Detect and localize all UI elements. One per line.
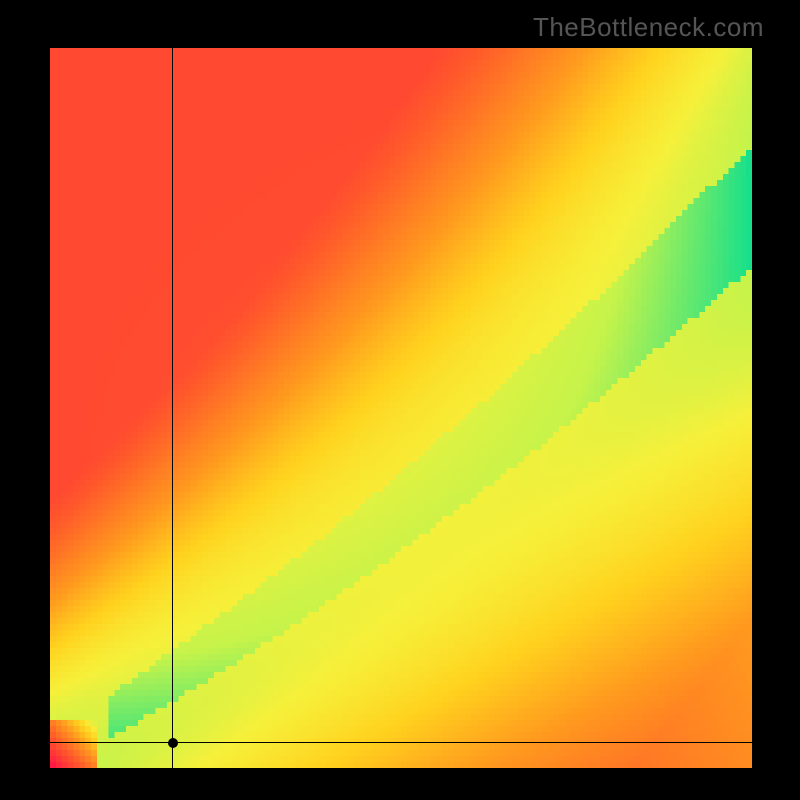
- watermark-text: TheBottleneck.com: [533, 12, 764, 43]
- crosshair-horizontal: [50, 742, 752, 743]
- heatmap-canvas: [50, 48, 752, 768]
- crosshair-marker: [168, 738, 178, 748]
- crosshair-vertical: [172, 48, 173, 768]
